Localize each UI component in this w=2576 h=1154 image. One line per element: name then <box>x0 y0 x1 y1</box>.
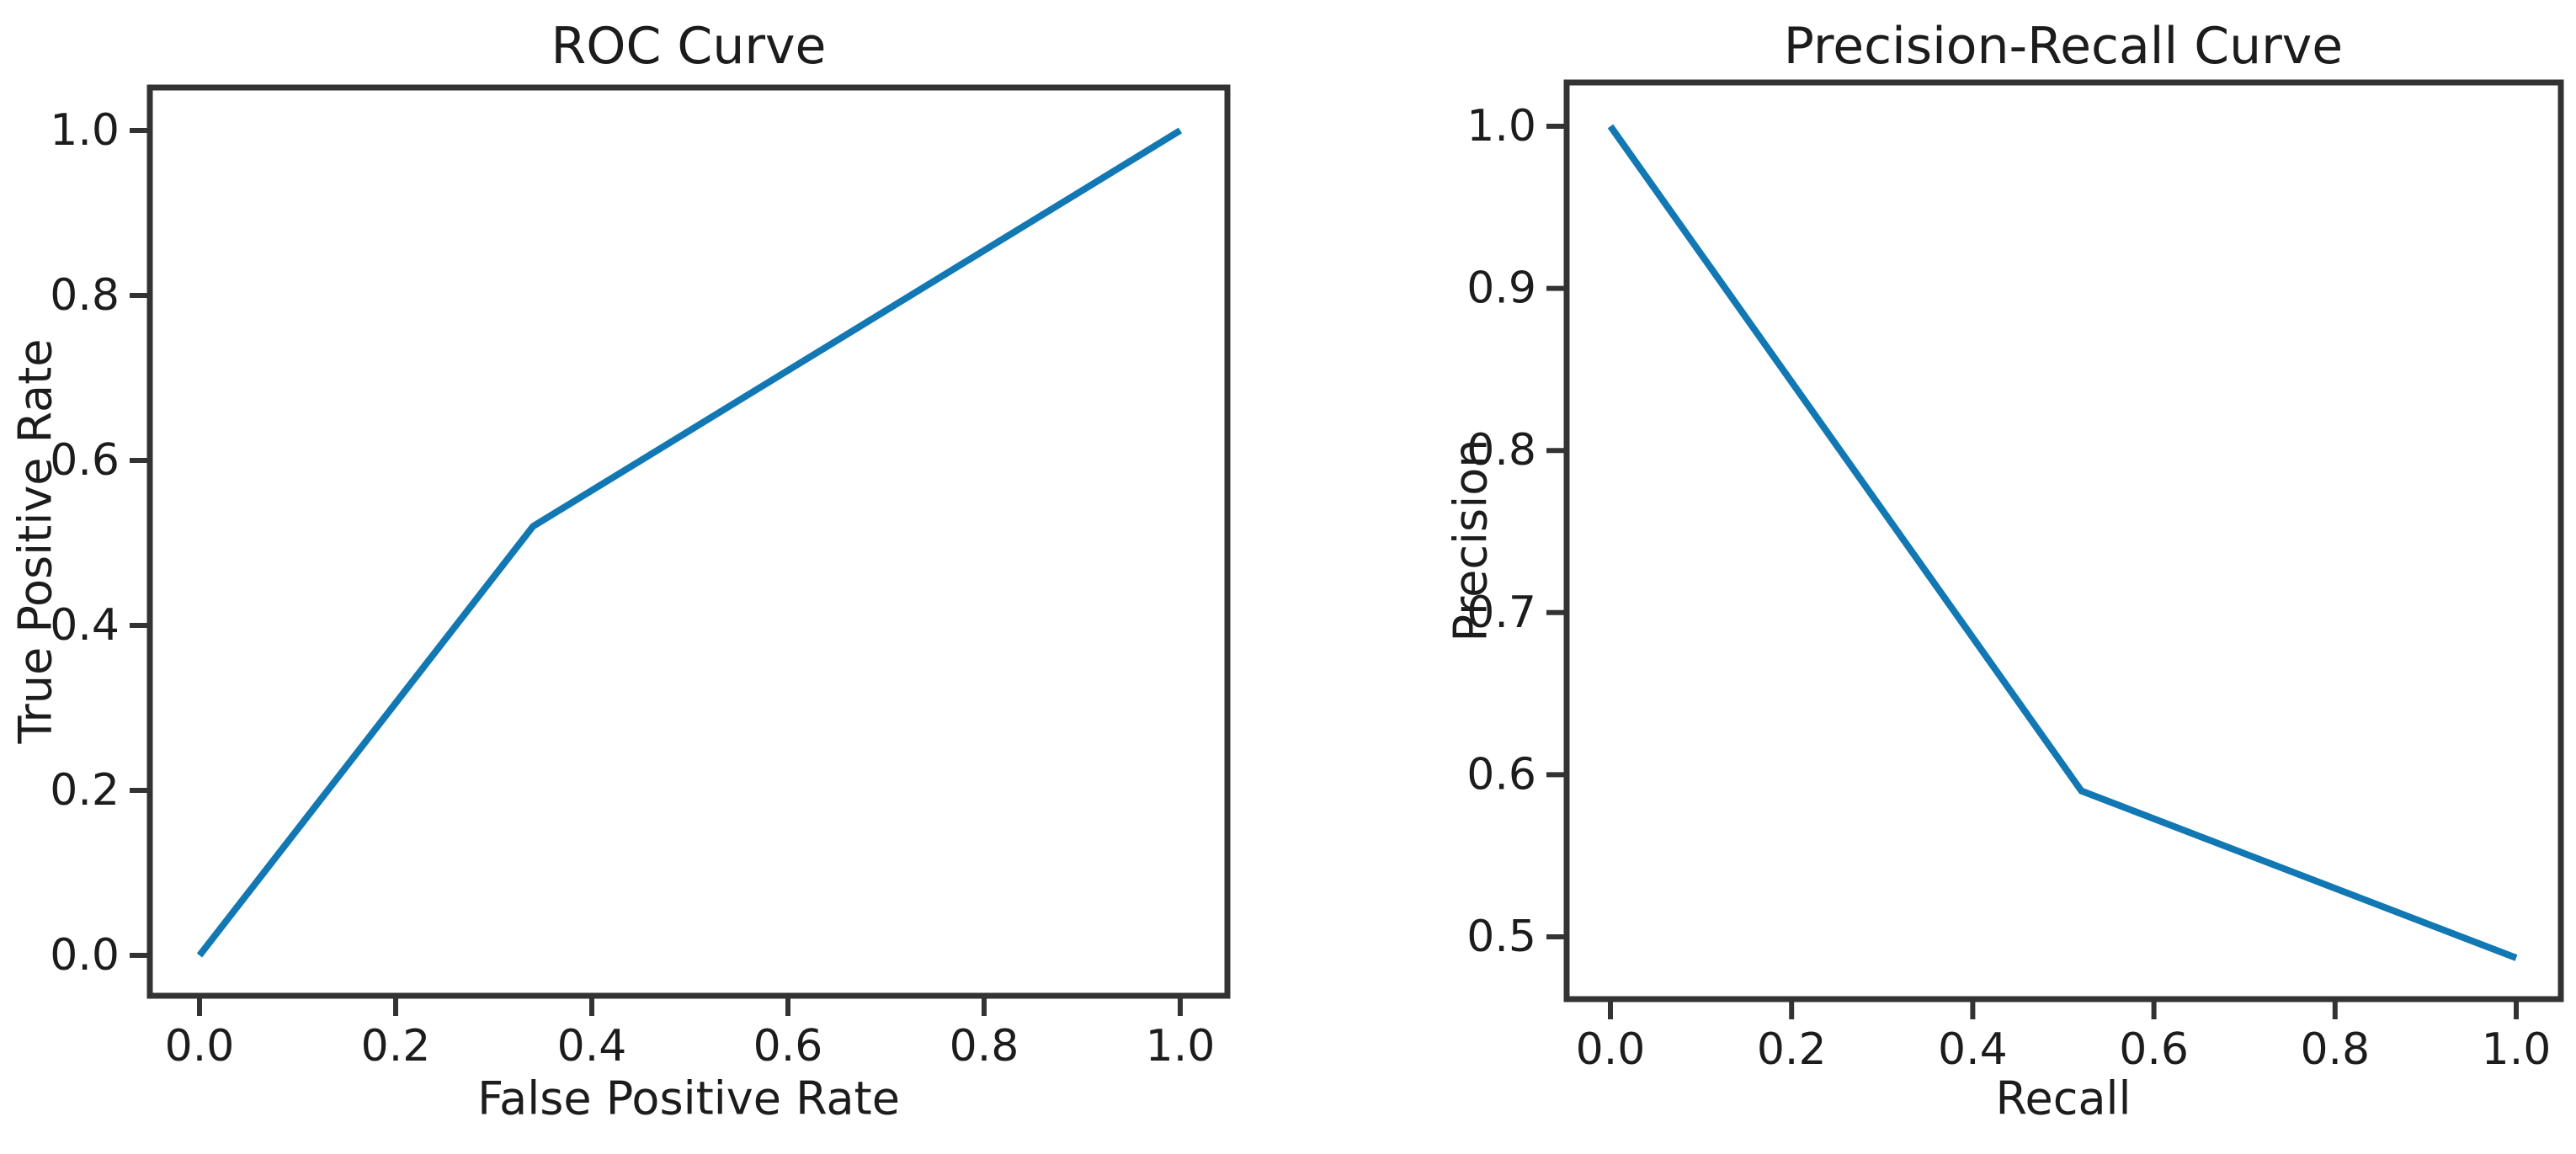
roc-xaxis-label: False Positive Rate <box>477 1072 900 1125</box>
x-tick-label: 0.6 <box>2119 1024 2189 1075</box>
y-tick-label: 0.6 <box>1466 749 1536 800</box>
y-tick-label: 0.8 <box>1466 425 1536 476</box>
roc-plot: 0.0 0.2 0.4 0.6 0.8 1.0 0.0 0.2 0.4 0.6 0.8 1.0 <box>50 84 1231 1072</box>
plot-spines <box>146 84 1231 999</box>
y-tick-label: 0.9 <box>1466 263 1536 314</box>
y-tick-label: 0.5 <box>1466 912 1536 962</box>
y-tick-label: 0.2 <box>50 765 120 816</box>
y-tick-label: 1.0 <box>50 105 120 156</box>
precision-recall-title: Precision-Recall Curve <box>1784 17 2343 76</box>
y-tick-label: 0.0 <box>50 930 120 981</box>
precision-recall-yaxis-label: Precision <box>1445 439 1498 642</box>
x-tick-label: 1.0 <box>1146 1021 1216 1072</box>
roc-title: ROC Curve <box>551 17 827 76</box>
precision-recall-xaxis-label: Recall <box>1995 1072 2131 1125</box>
x-tick-label: 1.0 <box>2482 1024 2552 1075</box>
plot-spines <box>1563 79 2564 1002</box>
roc-yaxis-label: True Positive Rate <box>9 338 62 744</box>
x-tick-label: 0.4 <box>557 1021 627 1072</box>
y-tick-label: 0.4 <box>50 600 120 651</box>
roc-curve-line <box>196 127 1183 958</box>
x-tick-label: 0.0 <box>165 1021 235 1072</box>
x-tick-label: 0.4 <box>1938 1024 2008 1075</box>
x-tick-label: 0.2 <box>1757 1024 1827 1075</box>
x-tick-label: 0.8 <box>950 1021 1019 1072</box>
precision-recall-plot: 0.0 0.2 0.4 0.6 0.8 1.0 0.5 0.6 0.7 0.8 0.9 1.0 <box>1466 79 2564 1075</box>
y-tick-label: 0.8 <box>50 270 120 321</box>
x-tick-label: 0.2 <box>361 1021 431 1072</box>
y-tick-label: 1.0 <box>1466 101 1536 152</box>
x-tick-label: 0.0 <box>1576 1024 1646 1075</box>
y-tick-label: 0.6 <box>50 435 120 486</box>
x-tick-label: 0.6 <box>753 1021 823 1072</box>
x-tick-label: 0.8 <box>2300 1024 2370 1075</box>
y-tick-label: 0.7 <box>1466 588 1536 638</box>
precision-recall-curve-line <box>1607 124 2518 961</box>
